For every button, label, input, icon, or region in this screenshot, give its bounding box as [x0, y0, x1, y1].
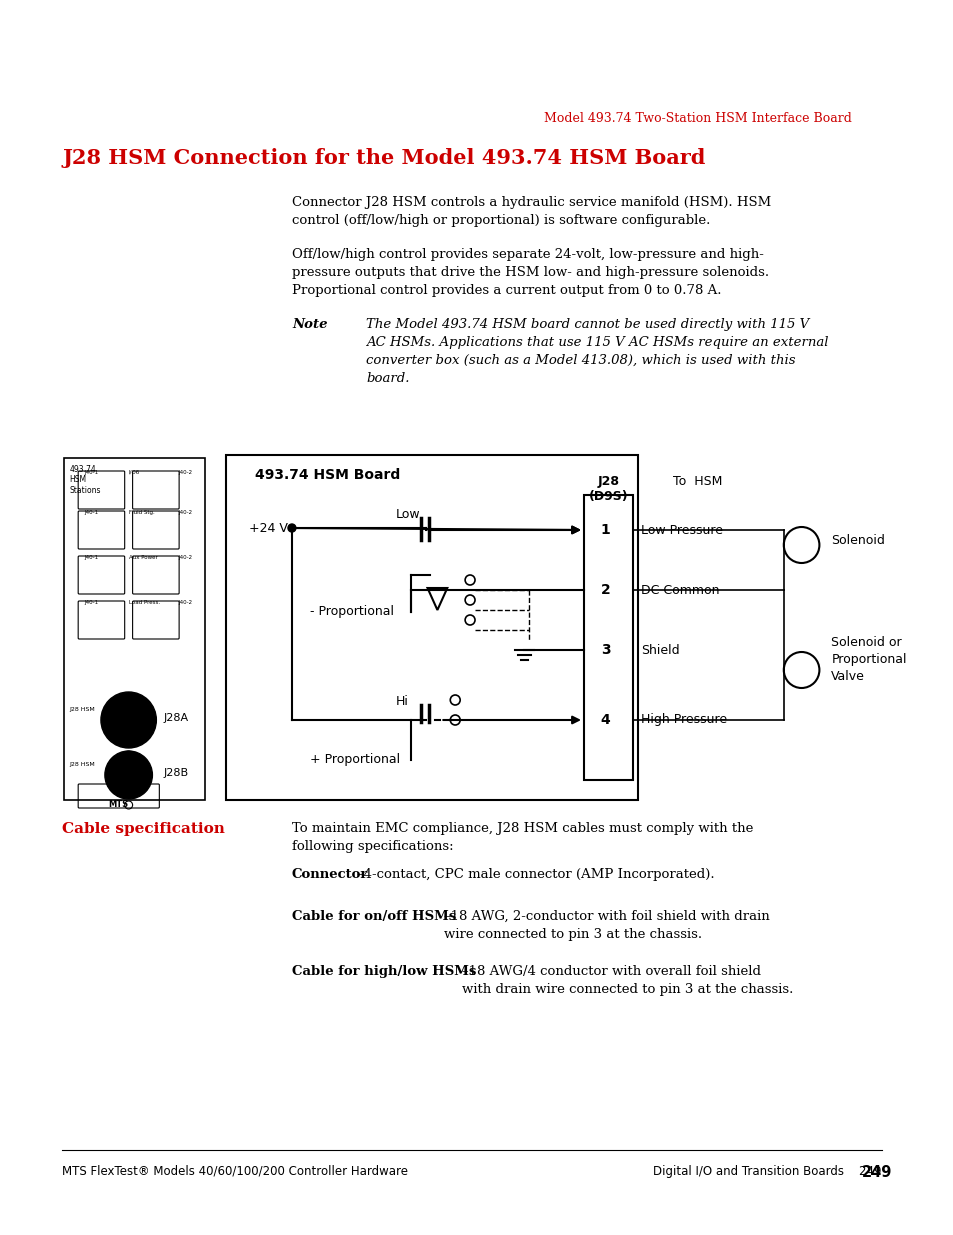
Text: - Proportional: - Proportional: [310, 605, 394, 619]
Text: J28 HSM: J28 HSM: [70, 706, 95, 713]
Text: DC Common: DC Common: [640, 583, 719, 597]
Text: J40-1: J40-1: [84, 600, 98, 605]
Circle shape: [288, 524, 295, 532]
Text: 1: 1: [600, 522, 610, 537]
Text: 2: 2: [600, 583, 610, 597]
Text: J28
(D9S): J28 (D9S): [588, 475, 628, 503]
Text: To  HSM: To HSM: [672, 475, 721, 488]
Text: –18 AWG/4 conductor with overall foil shield
with drain wire connected to pin 3 : –18 AWG/4 conductor with overall foil sh…: [461, 965, 793, 995]
Text: J40-2: J40-2: [178, 510, 193, 515]
Text: MTS FlexTest® Models 40/60/100/200 Controller Hardware: MTS FlexTest® Models 40/60/100/200 Contr…: [62, 1165, 408, 1178]
Text: Low: Low: [395, 508, 420, 521]
Text: Model 493.74 Two-Station HSM Interface Board: Model 493.74 Two-Station HSM Interface B…: [544, 112, 851, 125]
Text: Cable for high/low HSMs: Cable for high/low HSMs: [292, 965, 476, 978]
Text: 493.74
HSM
Stations: 493.74 HSM Stations: [70, 466, 101, 495]
Text: J40-2: J40-2: [178, 555, 193, 559]
Text: 3: 3: [600, 643, 610, 657]
Text: J28A: J28A: [163, 713, 188, 722]
Text: + Proportional: + Proportional: [310, 753, 399, 767]
Text: Digital I/O and Transition Boards    249: Digital I/O and Transition Boards 249: [653, 1165, 881, 1178]
Text: Cable specification: Cable specification: [62, 823, 225, 836]
Text: Shield: Shield: [640, 643, 679, 657]
Text: J40-1: J40-1: [84, 471, 98, 475]
Circle shape: [101, 692, 156, 748]
Text: Hi: Hi: [395, 695, 408, 708]
Text: Cable for on/off HSMs: Cable for on/off HSMs: [292, 910, 456, 923]
Text: 4: 4: [600, 713, 610, 727]
Text: 493.74 HSM Board: 493.74 HSM Board: [255, 468, 400, 482]
Text: Connector J28 HSM controls a hydraulic service manifold (HSM). HSM
control (off/: Connector J28 HSM controls a hydraulic s…: [292, 196, 770, 227]
Text: J28B: J28B: [163, 768, 188, 778]
Text: J40-2: J40-2: [178, 600, 193, 605]
Text: J28 HSM: J28 HSM: [70, 762, 95, 767]
Text: I/O6: I/O6: [129, 471, 140, 475]
Text: Aux Power: Aux Power: [129, 555, 157, 559]
Text: Low Pressure: Low Pressure: [640, 524, 722, 536]
Text: Solenoid or
Proportional
Valve: Solenoid or Proportional Valve: [830, 636, 906, 683]
Text: +24 V: +24 V: [249, 521, 288, 535]
Text: –18 AWG, 2-conductor with foil shield with drain
wire connected to pin 3 at the : –18 AWG, 2-conductor with foil shield wi…: [444, 910, 769, 941]
Text: J40-2: J40-2: [178, 471, 193, 475]
Text: J40-1: J40-1: [84, 555, 98, 559]
Text: J40-1: J40-1: [84, 510, 98, 515]
Text: High Pressure: High Pressure: [640, 714, 726, 726]
Text: Connector: Connector: [292, 868, 368, 881]
Text: MTS: MTS: [109, 800, 129, 809]
Text: J28 HSM Connection for the Model 493.74 HSM Board: J28 HSM Connection for the Model 493.74 …: [62, 148, 705, 168]
Text: 249: 249: [862, 1165, 891, 1179]
Text: To maintain EMC compliance, J28 HSM cables must comply with the
following specif: To maintain EMC compliance, J28 HSM cabl…: [292, 823, 753, 853]
Text: The Model 493.74 HSM board cannot be used directly with 115 V
AC HSMs. Applicati: The Model 493.74 HSM board cannot be use…: [366, 317, 828, 385]
Text: Solenoid: Solenoid: [830, 534, 884, 547]
Text: Load Press.: Load Press.: [129, 600, 159, 605]
Text: Off/low/high control provides separate 24-volt, low-pressure and high-
pressure : Off/low/high control provides separate 2…: [292, 248, 768, 296]
Text: –4-contact, CPC male connector (AMP Incorporated).: –4-contact, CPC male connector (AMP Inco…: [356, 868, 714, 881]
Text: Note: Note: [292, 317, 327, 331]
Text: Fluid Stg.: Fluid Stg.: [129, 510, 154, 515]
Circle shape: [105, 751, 152, 799]
